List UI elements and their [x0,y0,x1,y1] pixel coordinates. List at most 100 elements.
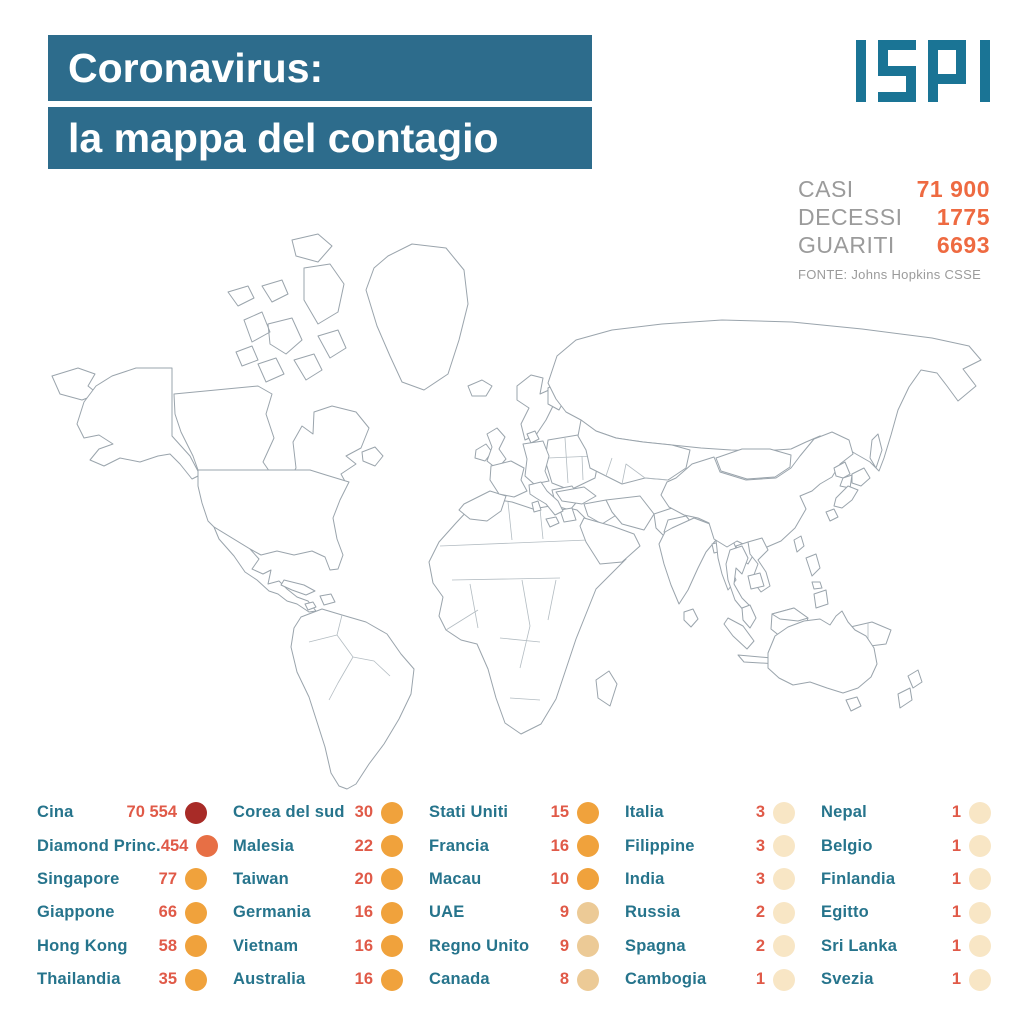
legend-column: Corea del sud 30 Malesia 22 Taiwan 20 Germania… [233,796,403,996]
legend-country-name: Canada [429,970,490,989]
map-iran [605,495,655,531]
legend-country-name: Malesia [233,836,295,855]
map-caribbean [280,579,336,611]
world-choropleth-map [51,233,982,790]
map-canada-islands [227,233,347,383]
legend-country-value: 16 [354,970,373,989]
legend-color-dot [773,901,795,924]
legend-country-value: 3 [755,869,765,888]
legend-color-dot [185,968,207,991]
legend-country-name: Giappone [37,903,115,922]
legend-color-dot [381,935,403,958]
legend-country-name: Svezia [821,970,874,989]
legend-color-dot [381,901,403,924]
stat-label: DECESSI [798,204,903,230]
title-line-2: la mappa del contagio [48,107,592,169]
legend-color-dot [577,935,599,958]
legend-color-dot [969,935,991,958]
map-malaysia [741,604,757,629]
map-africa-borders [439,501,589,701]
legend-country-value: 3 [755,836,765,855]
legend-color-dot [185,935,207,958]
legend-item: Malesia 22 [233,829,403,862]
legend-color-dot [773,801,795,824]
map-iceland [467,379,493,397]
legend-color-dot [773,835,795,858]
legend-country-name: Italia [625,803,664,822]
legend-country-value: 35 [158,970,177,989]
legend-country-value: 1 [951,970,961,989]
source-note: FONTE: Johns Hopkins CSSE [798,267,982,282]
legend-color-dot [577,968,599,991]
map-germany [522,440,550,485]
legend-color-dot [773,968,795,991]
map-philippines [805,553,829,609]
map-africa [428,498,627,735]
legend-country-name: Taiwan [233,869,289,888]
legend-country-name: India [625,869,665,888]
legend-item: Nepal 1 [821,796,991,829]
stat-label: CASI [798,176,854,202]
legend-country-value: 70 554 [126,803,177,822]
map-usa [197,469,350,571]
map-thailand [725,545,751,612]
legend-item: Taiwan 20 [233,863,403,896]
map-alaska [76,367,201,480]
legend-color-dot [577,901,599,924]
legend-item: Giappone 66 [37,896,207,929]
stat-guariti: GUARITI 6693 [798,232,990,260]
stat-decessi: DECESSI 1775 [798,204,990,232]
legend-item: UAE 9 [429,896,599,929]
legend-country-value: 10 [550,869,569,888]
legend-country-name: Finlandia [821,869,896,888]
legend-item: Hong Kong 58 [37,930,207,963]
legend-item: Diamond Princ. 454 [37,829,219,862]
legend-color-dot [969,868,991,891]
legend-country-name: Egitto [821,903,869,922]
legend-country-value: 1 [755,970,765,989]
legend-country-name: Spagna [625,936,686,955]
legend-color-dot [969,901,991,924]
map-australia [767,610,878,694]
title-line-1: Coronavirus: [48,35,592,101]
legend-country-value: 16 [550,836,569,855]
map-iberia [458,490,507,522]
legend-color-dot [577,835,599,858]
legend-country-value: 1 [951,836,961,855]
legend-country-name: Stati Uniti [429,803,509,822]
map-south-america [290,608,415,790]
legend-item: Italia 3 [625,796,795,829]
legend-item: Australia 16 [233,963,403,996]
legend-country-value: 3 [755,803,765,822]
legend-color-dot [381,801,403,824]
legend-country-value: 9 [559,936,569,955]
legend-country-value: 1 [951,936,961,955]
legend-column: Italia 3 Filippine 3 India 3 Russia 2 Spagna 2 Cam… [625,796,795,996]
legend-item: India 3 [625,863,795,896]
legend-country-name: Filippine [625,836,695,855]
legend-item: Stati Uniti 15 [429,796,599,829]
legend-country-name: Corea del sud [233,803,345,822]
legend-country-value: 1 [951,903,961,922]
legend-color-dot [969,968,991,991]
legend-column: Cina 70 554 Diamond Princ. 454 Singapore 77 Gi… [37,796,219,996]
stat-casi: CASI 71 900 [798,176,990,204]
legend-country-value: 454 [160,836,189,855]
legend-country-value: 77 [158,869,177,888]
map-sumatra [723,617,755,650]
map-italy [528,481,564,528]
legend-item: Sri Lanka 1 [821,930,991,963]
legend-country-name: Germania [233,903,311,922]
legend-country-name: Sri Lanka [821,936,898,955]
legend-item: Finlandia 1 [821,863,991,896]
legend-country-name: Australia [233,970,306,989]
legend-item: Filippine 3 [625,829,795,862]
legend-color-dot [185,901,207,924]
map-cambodia [747,572,765,590]
legend-country-name: Belgio [821,836,873,855]
legend-item: Belgio 1 [821,829,991,862]
legend-country-value: 1 [951,803,961,822]
map-greenland [365,243,469,391]
legend-country-value: 30 [354,803,373,822]
legend-country-name: Hong Kong [37,936,128,955]
